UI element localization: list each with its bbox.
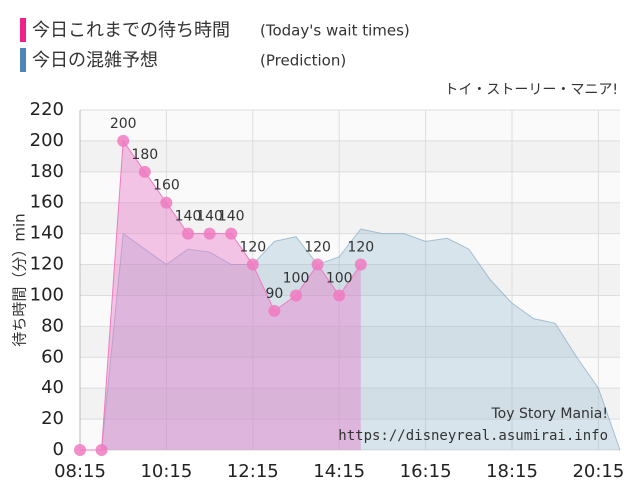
grid-band bbox=[80, 357, 620, 389]
grid-band bbox=[80, 326, 620, 358]
data-point bbox=[160, 196, 173, 209]
area bbox=[101, 229, 621, 450]
legend-swatch bbox=[20, 18, 26, 42]
line bbox=[80, 139, 362, 451]
data-point bbox=[225, 227, 238, 240]
y-tick-label: 20 bbox=[41, 408, 64, 429]
annotation: https://disneyreal.asumirai.info bbox=[338, 428, 608, 444]
x-tick-label: 20:15 bbox=[572, 461, 624, 482]
grid-band bbox=[80, 110, 620, 141]
data-point bbox=[138, 165, 151, 178]
data-point bbox=[290, 289, 302, 302]
x-tick-label: 18:15 bbox=[486, 461, 538, 482]
legend-note: (Today's wait times) bbox=[260, 22, 410, 40]
data-point bbox=[117, 134, 130, 147]
data-label: 100 bbox=[326, 270, 353, 286]
data-label: 140 bbox=[175, 209, 202, 225]
data-label: 120 bbox=[304, 240, 331, 256]
data-point bbox=[203, 227, 216, 240]
x-tick-label: 08:15 bbox=[54, 461, 106, 482]
y-tick-label: 220 bbox=[30, 99, 64, 120]
data-label: 90 bbox=[265, 286, 283, 302]
annotation: Toy Story Mania! bbox=[490, 406, 608, 422]
grid-band bbox=[80, 140, 620, 172]
y-tick-label: 40 bbox=[41, 377, 64, 398]
data-label: 100 bbox=[283, 270, 310, 286]
y-axis-label: 待ち時間（分）min bbox=[11, 213, 29, 346]
data-label: 200 bbox=[110, 116, 137, 132]
y-tick-label: 0 bbox=[53, 439, 64, 460]
legend-note: (Prediction) bbox=[260, 52, 346, 70]
data-label: 120 bbox=[239, 240, 266, 256]
data-label: 140 bbox=[196, 209, 223, 225]
y-tick-label: 200 bbox=[30, 130, 64, 151]
x-tick-label: 16:15 bbox=[400, 461, 452, 482]
data-label: 160 bbox=[153, 178, 180, 194]
legend-swatch bbox=[20, 48, 26, 72]
data-point bbox=[354, 258, 367, 271]
data-label: 180 bbox=[131, 147, 158, 163]
chart-title: トイ・ストーリー・マニア! bbox=[444, 82, 618, 98]
area bbox=[80, 140, 361, 450]
x-tick-label: 12:15 bbox=[227, 461, 279, 482]
data-point bbox=[95, 444, 108, 456]
y-tick-label: 80 bbox=[41, 315, 64, 336]
grid-band bbox=[80, 233, 620, 265]
data-point bbox=[74, 444, 86, 456]
plot-area: 0 20 40 60 80 100 120 140 160 180 200 220 08:15 10:15… bbox=[30, 99, 625, 482]
data-point bbox=[182, 227, 194, 240]
legend-label: 今日の混雑予想 bbox=[32, 50, 158, 71]
line bbox=[101, 228, 621, 451]
legend-label: 今日これまでの待ち時間 bbox=[32, 20, 230, 41]
grid-band bbox=[80, 419, 620, 450]
y-tick-label: 180 bbox=[30, 161, 64, 182]
grid-band bbox=[80, 388, 620, 420]
data-label: 140 bbox=[218, 209, 245, 225]
y-tick-label: 120 bbox=[30, 254, 64, 275]
data-label: 120 bbox=[347, 240, 374, 256]
data-point bbox=[268, 304, 281, 317]
x-tick-label: 14:15 bbox=[313, 461, 365, 482]
grid-band bbox=[80, 295, 620, 327]
y-tick-label: 160 bbox=[30, 192, 64, 213]
grid-band bbox=[80, 171, 620, 203]
y-tick-label: 100 bbox=[30, 284, 64, 305]
data-point bbox=[311, 258, 324, 271]
data-point bbox=[333, 289, 346, 302]
x-tick-label: 10:15 bbox=[140, 461, 192, 482]
y-tick-label: 60 bbox=[41, 346, 64, 367]
data-point bbox=[246, 258, 259, 271]
y-tick-label: 140 bbox=[30, 223, 64, 244]
